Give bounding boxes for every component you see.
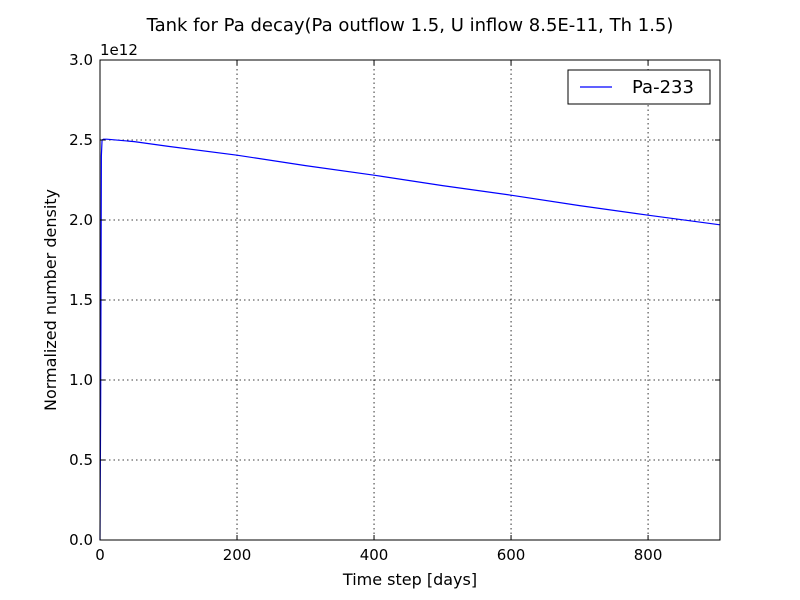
x-tick-label: 600 bbox=[497, 546, 526, 564]
series-line-pa-233 bbox=[99, 138, 721, 541]
y-tick-label: 2.0 bbox=[69, 211, 93, 229]
y-tick-label: 1.5 bbox=[69, 291, 93, 309]
y-offset-label: 1e12 bbox=[100, 41, 138, 59]
x-axis-label: Time step [days] bbox=[342, 570, 477, 589]
x-tick-label: 800 bbox=[634, 546, 663, 564]
legend-label-pa-233: Pa-233 bbox=[632, 77, 694, 98]
y-tick-label: 1.0 bbox=[69, 371, 93, 389]
y-tick-label: 0.5 bbox=[69, 451, 93, 469]
chart-title: Tank for Pa decay(Pa outflow 1.5, U infl… bbox=[146, 15, 674, 36]
y-axis-label: Normalized number density bbox=[41, 189, 60, 411]
y-tick-label: 0.0 bbox=[69, 531, 93, 549]
x-tick-label: 400 bbox=[360, 546, 389, 564]
x-tick-label: 200 bbox=[223, 546, 252, 564]
y-tick-label: 2.5 bbox=[69, 131, 93, 149]
x-tick-label: 0 bbox=[95, 546, 105, 564]
legend: Pa-233 bbox=[567, 69, 711, 105]
y-tick-label: 3.0 bbox=[69, 51, 93, 69]
